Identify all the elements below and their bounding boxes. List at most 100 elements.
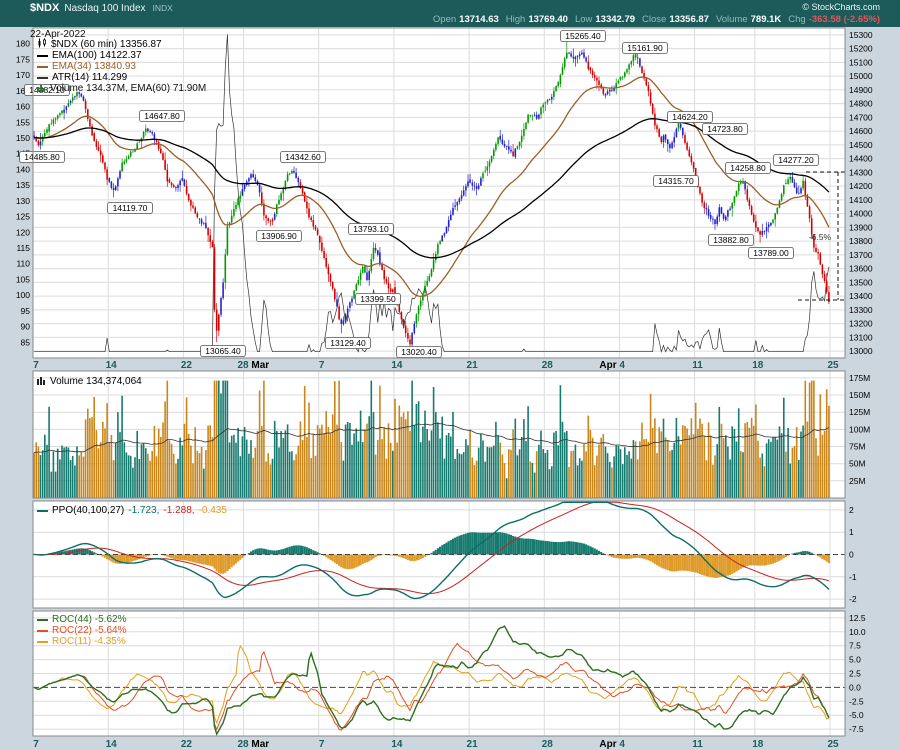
svg-text:150: 150 bbox=[16, 133, 30, 143]
svg-text:-1: -1 bbox=[849, 572, 857, 582]
svg-text:100: 100 bbox=[16, 290, 30, 300]
svg-text:75M: 75M bbox=[849, 442, 866, 452]
svg-text:180: 180 bbox=[16, 39, 30, 49]
svg-text:21: 21 bbox=[467, 360, 479, 371]
volume-bars-icon bbox=[37, 83, 46, 95]
volume-panel: 175M 150M 125M 100M 75M 50M 25M bbox=[32, 370, 870, 499]
svg-text:7: 7 bbox=[319, 739, 325, 750]
svg-text:13700: 13700 bbox=[849, 250, 873, 260]
svg-text:100M: 100M bbox=[849, 424, 870, 434]
line-swatch-icon bbox=[37, 618, 48, 621]
line-swatch-icon bbox=[37, 65, 48, 68]
symbol: $NDX bbox=[30, 2, 60, 14]
legend-row: EMA(34) 13840.93 bbox=[37, 61, 206, 72]
svg-text:0: 0 bbox=[849, 550, 854, 560]
svg-text:14315.70: 14315.70 bbox=[658, 176, 694, 186]
svg-text:22: 22 bbox=[181, 739, 193, 750]
svg-text:13300: 13300 bbox=[849, 305, 873, 315]
price-panel: 13000 13100 13200 13300 13400 13500 13600 13700… bbox=[16, 28, 873, 358]
svg-text:14277.20: 14277.20 bbox=[778, 155, 814, 165]
svg-text:18: 18 bbox=[752, 739, 764, 750]
svg-text:14647.80: 14647.80 bbox=[144, 111, 180, 121]
svg-text:135: 135 bbox=[16, 180, 30, 190]
svg-text:7: 7 bbox=[33, 360, 39, 371]
price-legend: $NDX (60 min) 13356.87 EMA(100) 14122.37 E… bbox=[37, 38, 206, 95]
quote-label: Volume bbox=[715, 14, 748, 25]
roc-panel: 12.5 10.0 7.5 5.0 2.5 0.0 -2.5 -5.0 -7.5 bbox=[32, 610, 866, 737]
quote-value: 789.1K bbox=[750, 14, 782, 25]
quote-label: Open bbox=[432, 14, 457, 25]
svg-text:14342.60: 14342.60 bbox=[285, 152, 321, 162]
svg-text:165: 165 bbox=[16, 86, 30, 96]
svg-text:13129.40: 13129.40 bbox=[330, 338, 366, 348]
svg-text:125M: 125M bbox=[849, 407, 870, 417]
svg-text:95: 95 bbox=[21, 306, 31, 316]
svg-text:13065.40: 13065.40 bbox=[205, 346, 241, 356]
legend-row: ATR(14) 114.299 bbox=[37, 72, 206, 83]
legend-row: Volume 134,374,064 bbox=[37, 376, 142, 387]
svg-text:13500: 13500 bbox=[849, 277, 873, 287]
roc-legend: ROC(44) -5.62% ROC(22) -5.64% ROC(11) -4.3… bbox=[37, 614, 126, 647]
svg-text:13100: 13100 bbox=[849, 332, 873, 342]
quote-value: 13356.87 bbox=[669, 14, 709, 25]
svg-text:105: 105 bbox=[16, 274, 30, 284]
svg-text:14900: 14900 bbox=[849, 85, 873, 95]
line-swatch-icon bbox=[37, 76, 48, 79]
legend-row: ROC(22) -5.64% bbox=[37, 625, 126, 636]
svg-text:5.0: 5.0 bbox=[849, 655, 861, 665]
legend-row: ROC(44) -5.62% bbox=[37, 614, 126, 625]
svg-text:1: 1 bbox=[849, 527, 854, 537]
svg-text:25M: 25M bbox=[849, 476, 866, 486]
svg-text:14485.80: 14485.80 bbox=[24, 152, 60, 162]
chart-header: $NDX Nasdaq 100 Index INDX © StockCharts… bbox=[0, 0, 900, 27]
quote-label: Close bbox=[642, 14, 667, 25]
svg-text:15200: 15200 bbox=[849, 44, 873, 54]
svg-text:14723.80: 14723.80 bbox=[707, 124, 743, 134]
svg-text:21: 21 bbox=[467, 739, 479, 750]
svg-text:14119.70: 14119.70 bbox=[113, 203, 148, 213]
line-swatch-icon bbox=[37, 640, 48, 643]
svg-text:-2: -2 bbox=[849, 594, 857, 604]
svg-text:13200: 13200 bbox=[849, 319, 873, 329]
svg-text:14500: 14500 bbox=[849, 140, 873, 150]
svg-text:85: 85 bbox=[21, 337, 31, 347]
svg-text:25: 25 bbox=[827, 360, 839, 371]
legend-row: $NDX (60 min) 13356.87 bbox=[37, 38, 206, 51]
exchange-label: INDX bbox=[152, 3, 173, 13]
svg-text:22: 22 bbox=[181, 360, 193, 371]
svg-text:13399.50: 13399.50 bbox=[360, 294, 396, 304]
quote-label: Chg bbox=[788, 14, 806, 25]
svg-text:14624.20: 14624.20 bbox=[672, 112, 708, 122]
quote-value: 13342.79 bbox=[595, 14, 636, 25]
svg-text:11: 11 bbox=[692, 360, 703, 371]
chart-date: 22-Apr-2022 bbox=[30, 29, 86, 40]
svg-text:13900: 13900 bbox=[849, 222, 873, 232]
svg-text:-5.0: -5.0 bbox=[849, 710, 864, 720]
svg-text:14200: 14200 bbox=[849, 181, 873, 191]
quote-label: High bbox=[505, 14, 526, 25]
candlestick-icon bbox=[37, 38, 47, 51]
svg-text:175: 175 bbox=[16, 54, 30, 64]
svg-text:28: 28 bbox=[542, 360, 554, 371]
volume-bars-icon bbox=[37, 376, 46, 388]
copyright: © StockCharts.com bbox=[802, 2, 880, 12]
svg-text:14300: 14300 bbox=[849, 167, 873, 177]
line-swatch-icon bbox=[37, 509, 48, 512]
svg-text:25: 25 bbox=[827, 739, 839, 750]
svg-text:0.0: 0.0 bbox=[849, 682, 861, 692]
svg-text:14: 14 bbox=[391, 739, 403, 750]
svg-text:2: 2 bbox=[849, 505, 854, 515]
svg-text:130: 130 bbox=[16, 196, 30, 206]
svg-text:13400: 13400 bbox=[849, 291, 873, 301]
svg-text:14800: 14800 bbox=[849, 99, 873, 109]
svg-text:155: 155 bbox=[16, 117, 30, 127]
svg-text:90: 90 bbox=[21, 322, 31, 332]
svg-text:7.5: 7.5 bbox=[849, 641, 861, 651]
svg-text:14600: 14600 bbox=[849, 126, 873, 136]
svg-text:15265.40: 15265.40 bbox=[565, 31, 601, 41]
svg-text:14700: 14700 bbox=[849, 112, 873, 122]
svg-text:150M: 150M bbox=[849, 390, 870, 400]
svg-text:13793.10: 13793.10 bbox=[353, 224, 389, 234]
svg-text:7: 7 bbox=[33, 739, 39, 750]
